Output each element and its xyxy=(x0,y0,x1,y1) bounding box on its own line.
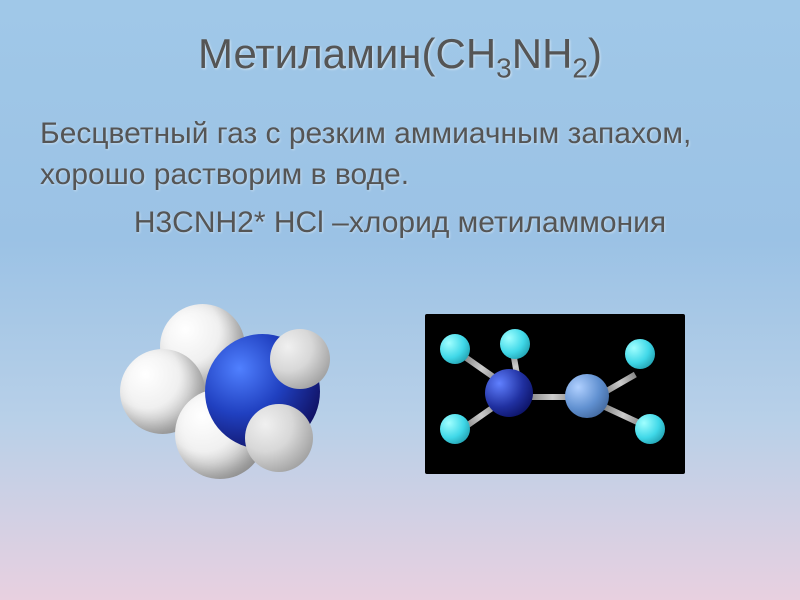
atom-h xyxy=(625,339,655,369)
title-close: ) xyxy=(588,30,602,77)
slide-title: Метиламин(CH3NH2) xyxy=(30,30,770,84)
title-sub2: 2 xyxy=(572,52,588,83)
title-text-main: Метиламин( xyxy=(198,30,436,77)
slide: Метиламин(CH3NH2) Бесцветный газ с резки… xyxy=(0,0,800,600)
atom-h xyxy=(270,329,330,389)
molecule-row xyxy=(30,294,770,494)
description-line-2: H3CNH2* HCl –хлорид метиламмония xyxy=(30,203,770,244)
molecule-ballstick xyxy=(425,314,685,474)
atom-n xyxy=(565,374,609,418)
description-line-1: Бесцветный газ с резким аммиачным запахо… xyxy=(30,114,770,195)
atom-h xyxy=(500,329,530,359)
atom-h xyxy=(245,404,313,472)
title-sub3: 3 xyxy=(496,52,512,83)
atom-h xyxy=(440,414,470,444)
title-ch: CH xyxy=(436,30,497,77)
atom-h xyxy=(440,334,470,364)
atom-h xyxy=(635,414,665,444)
title-nh: NH xyxy=(512,30,573,77)
molecule-spacefill xyxy=(115,294,335,494)
atom-c xyxy=(485,369,533,417)
